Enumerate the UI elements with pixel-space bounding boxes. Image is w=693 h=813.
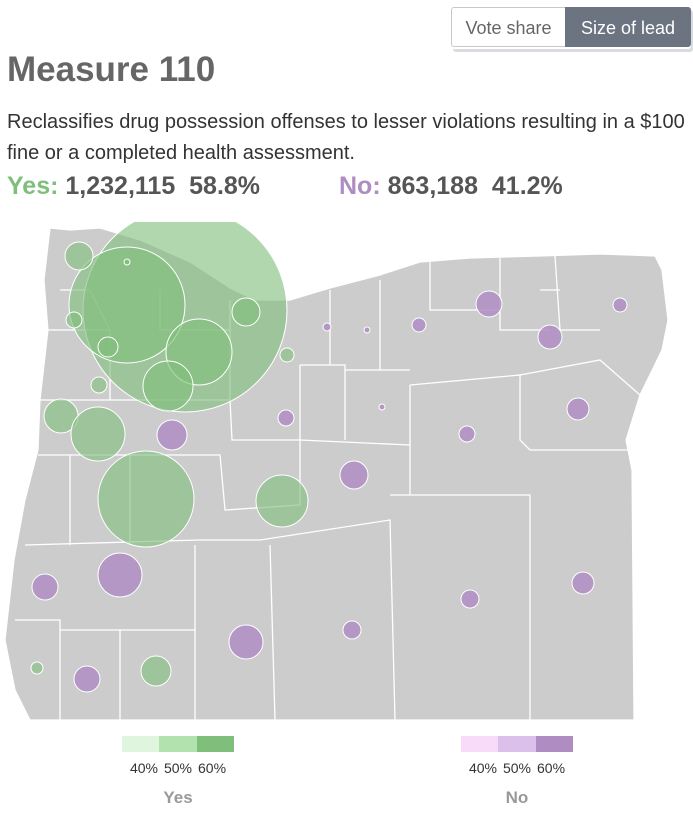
county-lead-circle[interactable] (475, 290, 503, 318)
no-legend-scale (461, 736, 573, 752)
county-lead-circle[interactable] (363, 326, 371, 334)
yes-lead-circles[interactable] (30, 222, 309, 687)
county-lead-circle[interactable] (460, 589, 480, 609)
county-lead-circle[interactable] (30, 661, 44, 675)
no-percent: 41.2% (491, 172, 563, 200)
county-lead-circle[interactable] (64, 241, 94, 271)
county-lead-circle[interactable] (73, 665, 101, 693)
oregon-county-map[interactable] (0, 222, 693, 728)
county-lead-circle[interactable] (255, 474, 309, 528)
county-lead-circle[interactable] (140, 655, 172, 687)
county-lead-circle[interactable] (458, 425, 476, 443)
yes-swatch-40 (122, 736, 160, 752)
no-swatch-60 (535, 736, 573, 752)
yes-votes: 1,232,115 (65, 172, 176, 200)
yes-tick-40: 40% (129, 760, 158, 776)
vote-share-button[interactable]: Vote share (451, 7, 565, 47)
no-swatch-50 (498, 736, 536, 752)
no-legend: 40% 50% 60% No (447, 736, 587, 808)
county-lead-circle[interactable] (322, 322, 332, 332)
no-lead-circles[interactable] (31, 290, 628, 693)
county-lead-circle[interactable] (378, 403, 386, 411)
county-lead-circle[interactable] (411, 317, 427, 333)
no-legend-title: No (505, 788, 529, 807)
county-lead-circle[interactable] (277, 409, 295, 427)
no-votes: 863,188 (387, 172, 478, 200)
yes-swatch-60 (196, 736, 234, 752)
yes-label: Yes: (7, 172, 59, 200)
view-toggle[interactable]: Vote share Size of lead (451, 7, 691, 49)
no-tick-60: 60% (537, 760, 566, 776)
yes-tally: Yes: 1,232,115 58.8% (7, 172, 260, 201)
county-lead-circle[interactable] (231, 297, 261, 327)
county-lead-circle[interactable] (70, 406, 126, 462)
county-lead-circle[interactable] (537, 324, 563, 350)
yes-tick-60: 60% (198, 760, 227, 776)
county-lead-circle[interactable] (68, 246, 186, 364)
yes-legend: 40% 50% 60% Yes (108, 736, 248, 808)
yes-legend-scale (122, 736, 234, 752)
county-lead-circle[interactable] (279, 347, 295, 363)
county-lead-circle[interactable] (90, 376, 108, 394)
no-tick-50: 50% (502, 760, 532, 776)
no-label: No: (339, 172, 381, 200)
county-lead-circle[interactable] (31, 573, 59, 601)
measure-title: Measure 110 (7, 50, 216, 89)
county-lead-circle[interactable] (97, 450, 195, 548)
county-lead-circle[interactable] (65, 311, 83, 329)
yes-percent: 58.8% (189, 172, 261, 200)
yes-legend-title: Yes (163, 788, 193, 807)
county-lead-circle[interactable] (97, 336, 119, 358)
county-lead-circle[interactable] (142, 360, 194, 412)
county-lead-circle[interactable] (571, 571, 595, 595)
size-of-lead-button[interactable]: Size of lead (565, 7, 691, 47)
county-lead-circle[interactable] (339, 460, 369, 490)
county-lead-circle[interactable] (566, 397, 590, 421)
no-swatch-40 (461, 736, 499, 752)
county-lead-circle[interactable] (612, 297, 628, 313)
no-tick-40: 40% (468, 760, 497, 776)
no-tally: No: 863,188 41.2% (339, 172, 563, 201)
county-lead-circle[interactable] (123, 258, 131, 266)
county-lead-circle[interactable] (97, 552, 143, 598)
yes-tick-50: 50% (163, 760, 193, 776)
county-lead-circle[interactable] (156, 419, 188, 451)
measure-description: Reclassifies drug possession offenses to… (7, 111, 685, 164)
yes-swatch-50 (159, 736, 197, 752)
county-lead-circle[interactable] (342, 620, 362, 640)
county-lead-circle[interactable] (228, 624, 264, 660)
